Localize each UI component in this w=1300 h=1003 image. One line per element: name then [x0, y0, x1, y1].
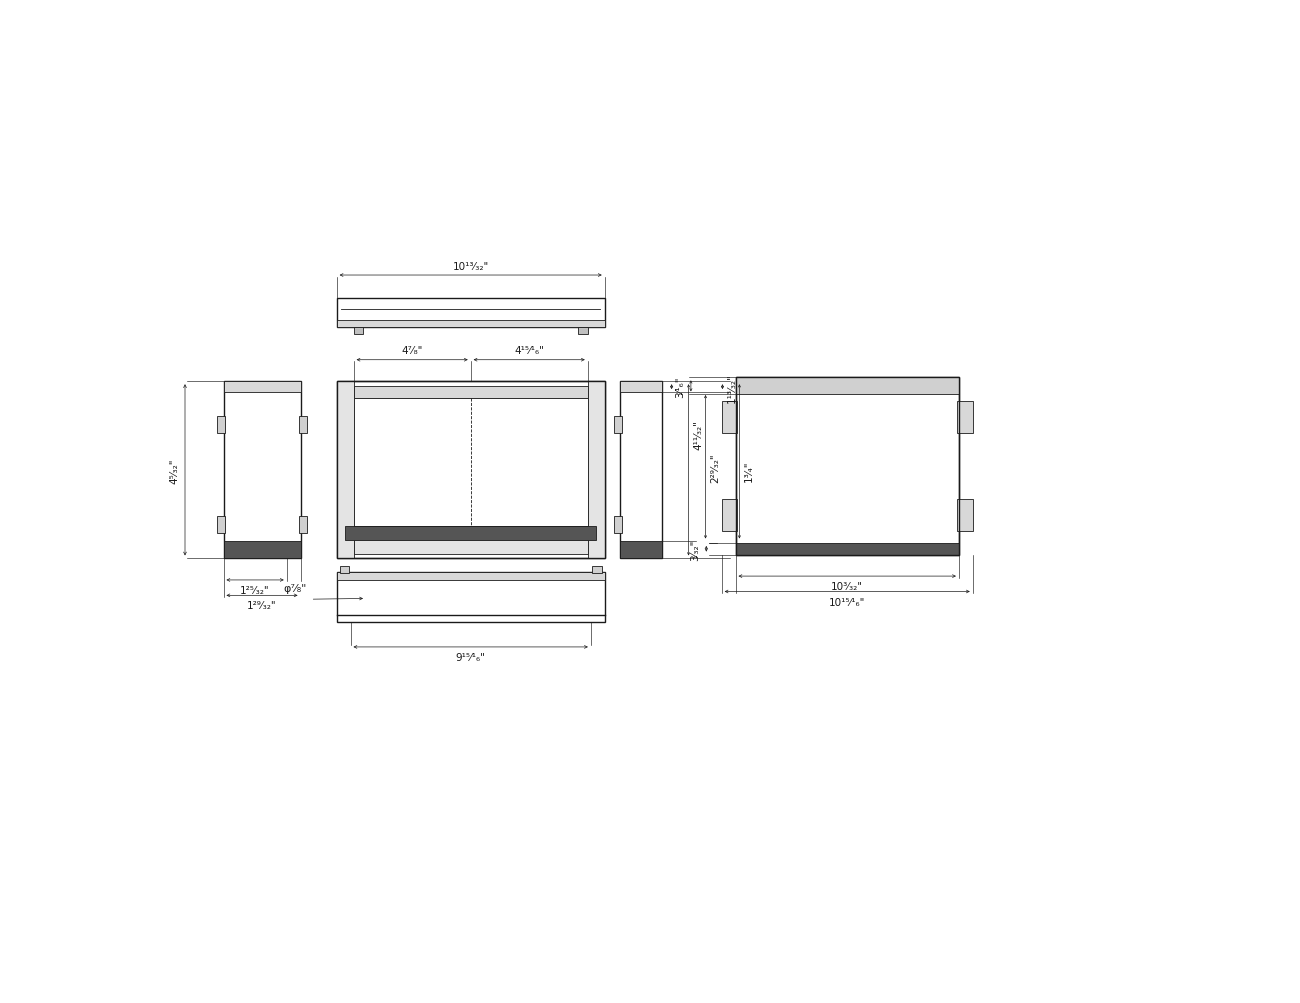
Bar [354, 541, 588, 555]
Text: 9¹⁵⁄¹₆": 9¹⁵⁄¹₆" [456, 652, 486, 662]
Text: 1³⁄₄": 1³⁄₄" [744, 459, 754, 481]
Circle shape [935, 492, 944, 502]
Text: 4⁵⁄₃₂": 4⁵⁄₃₂" [169, 457, 179, 483]
Circle shape [814, 427, 823, 436]
Ellipse shape [900, 410, 933, 453]
Bar [354, 328, 363, 334]
Bar [620, 382, 663, 392]
Circle shape [593, 546, 601, 554]
Bar [736, 378, 959, 555]
Circle shape [874, 492, 883, 502]
Ellipse shape [556, 587, 581, 611]
Bar [337, 382, 354, 559]
Bar [337, 299, 604, 328]
Bar [722, 499, 737, 532]
Bar [957, 401, 972, 433]
Bar [337, 382, 604, 559]
Bar [957, 499, 972, 532]
Bar [299, 416, 307, 433]
Circle shape [874, 427, 883, 436]
Text: 10³⁄₃₂": 10³⁄₃₂" [831, 582, 863, 592]
Bar [736, 544, 959, 555]
Bar [722, 401, 737, 433]
Bar [346, 527, 597, 541]
Text: 4¹⁵⁄¹₆": 4¹⁵⁄¹₆" [515, 346, 545, 356]
Bar [224, 542, 300, 559]
Bar [354, 399, 588, 527]
Text: 10¹⁵⁄¹₆": 10¹⁵⁄¹₆" [829, 597, 866, 607]
Bar [620, 382, 663, 559]
Ellipse shape [521, 587, 546, 611]
Circle shape [342, 462, 348, 470]
Text: 1²⁹⁄₃₂": 1²⁹⁄₃₂" [247, 601, 277, 611]
Text: 3⁄₃₂": 3⁄₃₂" [690, 539, 701, 561]
Text: 1²⁵⁄₃₂": 1²⁵⁄₃₂" [240, 586, 270, 596]
Bar [339, 567, 348, 574]
Bar [614, 416, 621, 433]
Ellipse shape [390, 587, 415, 611]
Text: 1¹³⁄₃₂": 1¹³⁄₃₂" [727, 372, 737, 402]
Circle shape [593, 387, 601, 395]
Bar [337, 382, 604, 559]
Bar [614, 517, 621, 534]
Bar [337, 573, 604, 581]
Ellipse shape [354, 587, 378, 611]
Bar [217, 517, 225, 534]
Circle shape [593, 462, 601, 470]
Circle shape [342, 546, 348, 554]
Circle shape [744, 492, 753, 502]
Text: 10¹³⁄₃₂": 10¹³⁄₃₂" [452, 262, 489, 272]
Ellipse shape [248, 455, 276, 492]
Bar [337, 573, 604, 623]
Bar [736, 378, 959, 555]
Text: φ⁷⁄₈": φ⁷⁄₈" [283, 583, 307, 593]
Bar [224, 382, 300, 559]
Bar [224, 382, 300, 392]
Circle shape [342, 387, 348, 395]
Text: 4⁷⁄₈": 4⁷⁄₈" [402, 346, 422, 356]
Text: 3⁄¹₆": 3⁄¹₆" [675, 376, 685, 397]
Bar [578, 328, 588, 334]
Bar [354, 386, 588, 399]
Text: 2²⁹⁄₃₂": 2²⁹⁄₃₂" [710, 452, 720, 482]
Ellipse shape [759, 410, 793, 453]
Bar [217, 416, 225, 433]
Bar [620, 542, 663, 559]
Bar [736, 378, 959, 395]
Ellipse shape [629, 461, 653, 494]
Text: 4¹¹⁄₃₂": 4¹¹⁄₃₂" [693, 420, 703, 450]
Bar [593, 567, 602, 574]
Bar [337, 320, 604, 328]
Bar [299, 517, 307, 534]
Bar [588, 382, 604, 559]
